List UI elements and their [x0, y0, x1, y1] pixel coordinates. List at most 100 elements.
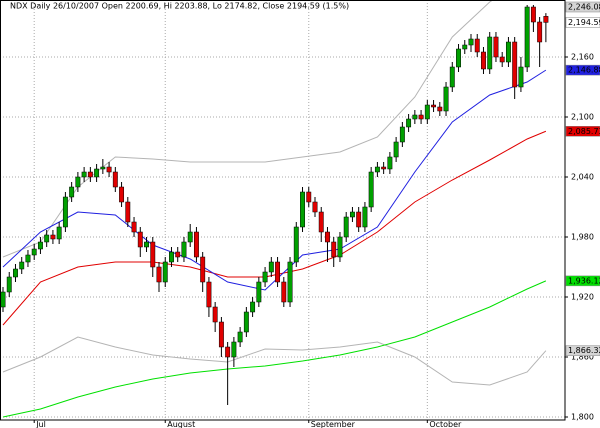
candle-body: [162, 261, 168, 283]
candle-body: [268, 261, 274, 273]
candle-body: [293, 226, 299, 263]
value-label-box: [565, 1, 600, 13]
candle-body: [518, 66, 524, 88]
candle-body: [424, 104, 430, 120]
candle-body: [499, 56, 505, 63]
candle-body: [193, 231, 199, 258]
candle-body: [137, 231, 143, 248]
candle-body: [524, 6, 530, 68]
candle-body: [275, 261, 281, 283]
chart-title: NDX Daily 26/10/2007 Open 2200.69, Hi 22…: [10, 2, 349, 11]
candle-body: [106, 166, 112, 173]
candle-body: [256, 281, 262, 303]
candle-body: [225, 346, 231, 358]
candle-body: [306, 191, 312, 203]
candle-body: [262, 271, 268, 283]
candle-body: [181, 241, 187, 258]
y-tick-label: 2,160: [571, 53, 594, 62]
candle-body: [13, 268, 18, 278]
candle-body: [512, 41, 518, 88]
candle-body: [212, 306, 218, 323]
x-tick-label: August: [167, 420, 195, 428]
candle-body: [331, 241, 337, 258]
candle-body: [356, 211, 362, 228]
value-label-box: [565, 17, 600, 28]
candle-body: [393, 141, 399, 158]
candle-body: [362, 206, 368, 228]
candle-body: [237, 331, 243, 343]
candle-body: [56, 226, 62, 240]
candle-body: [543, 16, 549, 23]
value-label-box: [565, 126, 600, 137]
candle-body: [175, 251, 181, 258]
candle-body: [75, 176, 81, 188]
candle-body: [387, 156, 393, 170]
value-label-box: [565, 275, 600, 287]
candle-body: [25, 254, 31, 263]
candle-body: [325, 231, 330, 243]
candle-body: [406, 118, 412, 128]
candle-body: [537, 21, 543, 43]
plot-border: [0, 0, 566, 421]
candle-body: [243, 311, 249, 333]
candle-body: [81, 171, 87, 178]
candle-body: [399, 126, 405, 143]
y-tick-label: 1,860: [571, 353, 594, 362]
value-label: 1,866.32: [568, 346, 600, 355]
candle-body: [200, 256, 206, 283]
value-label-box: [565, 64, 600, 76]
candle-body: [69, 186, 75, 198]
candle-body: [418, 114, 424, 120]
candle-body: [312, 201, 318, 213]
candle-body: [6, 276, 12, 293]
candle-body: [300, 191, 305, 228]
grid: [0, 0, 565, 420]
candle-body: [100, 166, 106, 170]
candle-body: [169, 251, 174, 263]
plot-area: [0, 0, 549, 418]
candle-body: [281, 281, 287, 303]
y-tick-label: 2,040: [571, 173, 594, 182]
indicator-line: [2, 336, 547, 386]
candle-body: [119, 186, 125, 203]
candle-body: [231, 341, 237, 358]
candle-body: [187, 231, 193, 243]
candle-body: [456, 48, 461, 68]
x-tick-label: September: [311, 420, 356, 428]
candle-body: [112, 171, 118, 188]
candle-body: [218, 321, 224, 348]
candle-body: [250, 301, 256, 313]
candle-body: [206, 281, 212, 308]
candle-body: [144, 241, 149, 248]
candle-body: [44, 234, 50, 243]
candle-body: [505, 41, 511, 63]
candle-body: [343, 216, 349, 238]
candle-body: [443, 86, 449, 112]
y-tick-label: 1,800: [571, 413, 594, 422]
candle-body: [474, 38, 480, 53]
x-tick-label: October: [429, 420, 462, 428]
candle-body: [131, 221, 137, 233]
candle-body: [381, 166, 387, 170]
candle-body: [349, 211, 355, 218]
candle-body: [125, 201, 131, 223]
value-label: 2,194.59: [568, 18, 600, 27]
candle-body: [62, 196, 68, 228]
y-tick-label: 2,100: [571, 113, 594, 122]
candle-body: [287, 261, 293, 303]
candle-body: [50, 234, 56, 240]
candle-body: [37, 241, 43, 250]
candle-body: [156, 266, 162, 283]
candle-body: [31, 248, 37, 256]
value-label: 1,936.12: [568, 276, 600, 285]
candle-body: [462, 44, 468, 50]
candle-body: [530, 6, 536, 23]
candle-body: [487, 36, 493, 70]
candle-body: [0, 291, 6, 308]
axis: 2,160 2,100 2,040 1,980 1,920 1,860 1,800 Jul Au…: [33, 1, 600, 428]
candle-body: [493, 36, 499, 58]
y-tick-label: 1,980: [571, 233, 594, 242]
candle-body: [150, 241, 156, 268]
